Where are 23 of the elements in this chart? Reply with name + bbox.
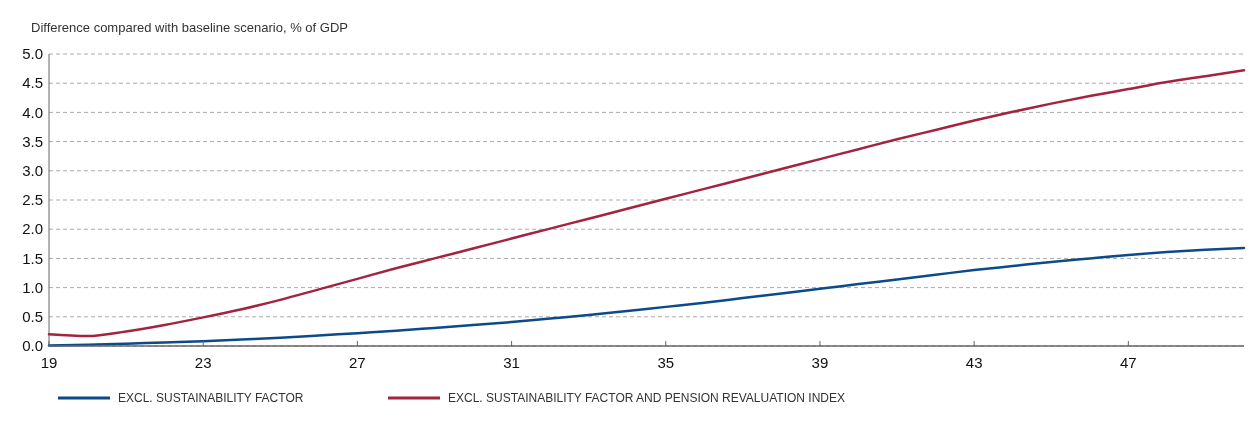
legend-label: EXCL. SUSTAINABILITY FACTOR xyxy=(118,391,304,406)
x-tick-label: 19 xyxy=(40,354,58,371)
y-tick-label: 3.5 xyxy=(22,132,43,150)
y-tick-label: 5.0 xyxy=(22,45,43,63)
x-tick-label: 43 xyxy=(965,354,983,371)
y-tick-label: 0.0 xyxy=(22,337,43,355)
x-tick-label: 31 xyxy=(503,354,520,371)
x-tick-label: 35 xyxy=(657,354,675,371)
x-tick-label: 39 xyxy=(811,354,829,371)
y-tick-label: 2.0 xyxy=(22,220,43,238)
y-tick-label: 1.0 xyxy=(22,278,43,296)
y-tick-label: 4.0 xyxy=(22,103,43,121)
legend-label: EXCL. SUSTAINABILITY FACTOR AND PENSION REVALUATION INDEX xyxy=(448,391,845,406)
line-series xyxy=(47,69,1246,338)
y-tick-label: 1.5 xyxy=(22,249,43,267)
x-tick-label: 23 xyxy=(194,354,212,371)
y-tick-label: 3.0 xyxy=(22,162,43,180)
y-tick-label: 4.5 xyxy=(22,74,43,92)
x-tick-label: 47 xyxy=(1120,354,1137,371)
y-tick-label: 2.5 xyxy=(22,191,43,209)
x-tick-label: 27 xyxy=(349,354,366,371)
y-axis-title: Difference compared with baseline scenario, % of GDP xyxy=(31,20,348,35)
y-tick-label: 0.5 xyxy=(22,308,43,326)
